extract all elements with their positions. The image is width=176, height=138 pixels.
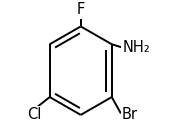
Text: NH₂: NH₂ — [122, 40, 150, 55]
Text: Br: Br — [122, 107, 138, 122]
Text: Cl: Cl — [27, 107, 42, 122]
Text: F: F — [77, 2, 85, 17]
